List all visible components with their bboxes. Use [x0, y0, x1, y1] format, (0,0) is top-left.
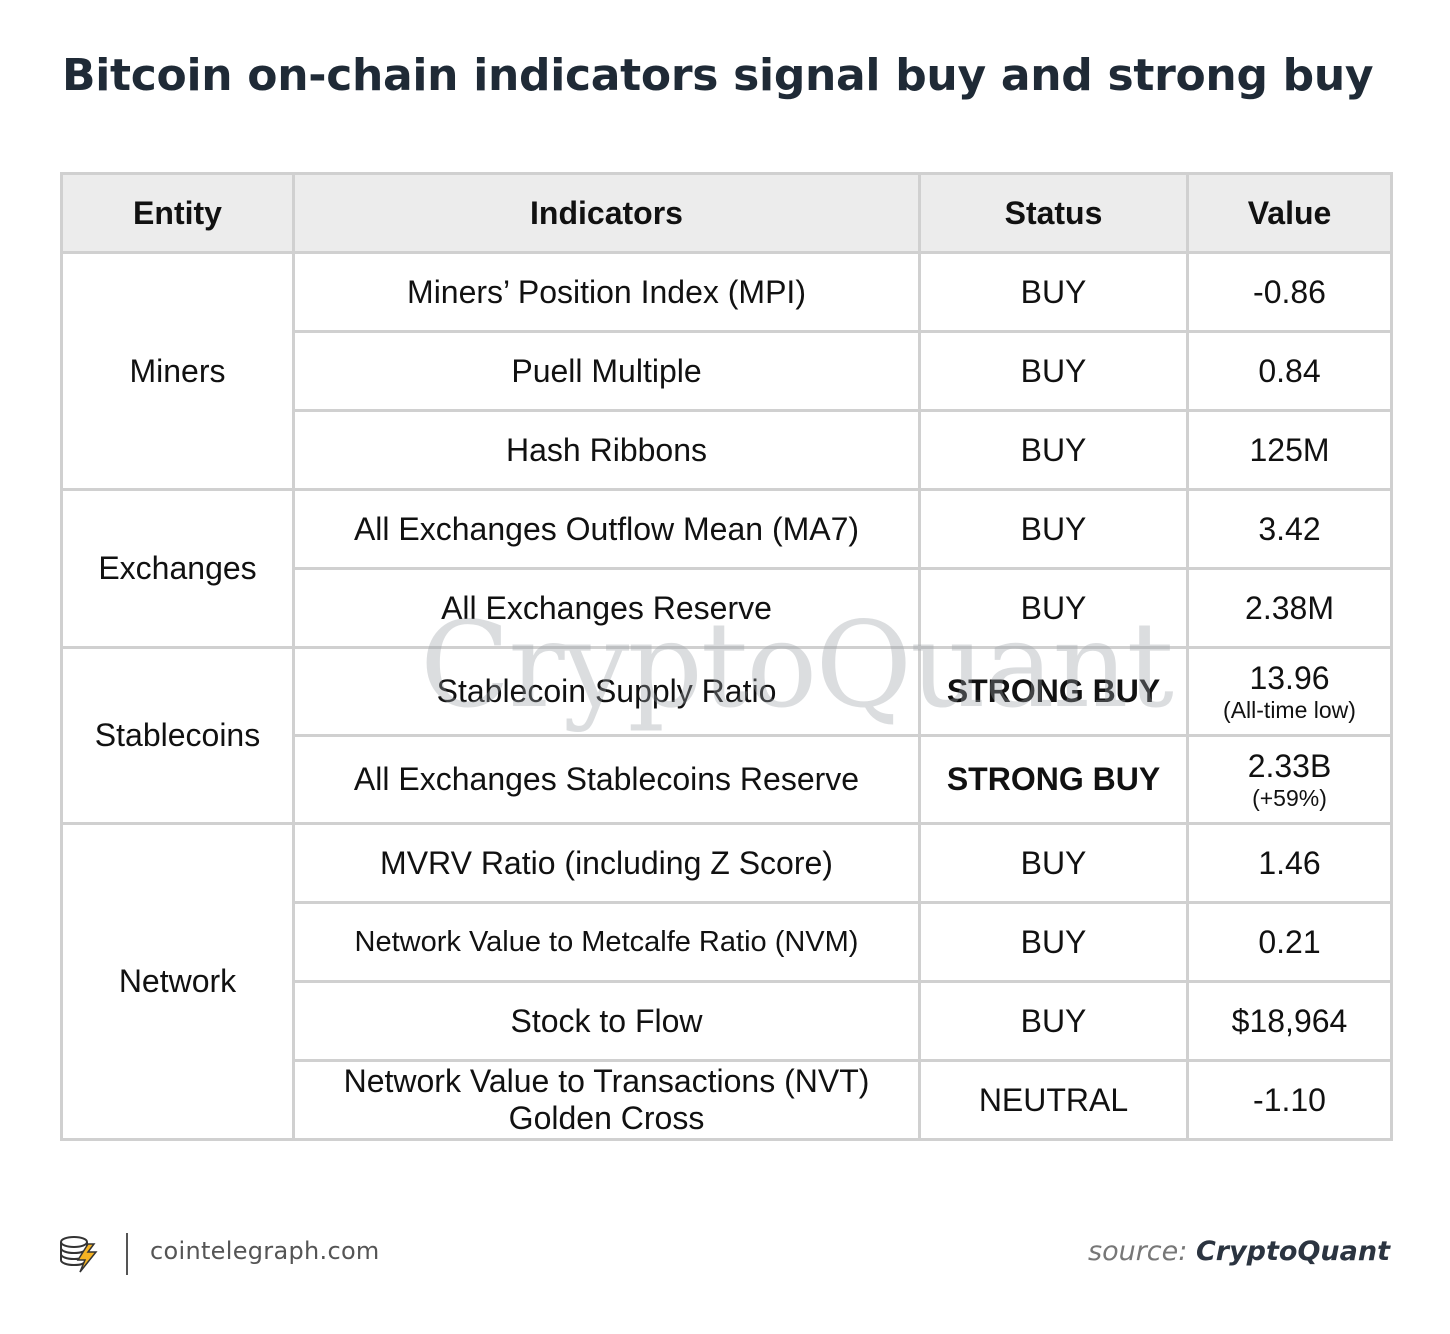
entity-network: Network [60, 822, 295, 1141]
value-cell: 125M [1186, 409, 1393, 491]
status-cell: BUY [918, 330, 1189, 412]
table-row: Network Value to Transactions (NVT) Gold… [62, 1059, 1393, 1141]
value-cell: 0.84 [1186, 330, 1393, 412]
footer-divider [126, 1233, 128, 1275]
value-cell: -1.10 [1186, 1059, 1393, 1141]
status-cell: NEUTRAL [918, 1059, 1189, 1141]
table-row: Puell Multiple BUY 0.84 [62, 330, 1393, 412]
table-row: All Exchanges Reserve BUY 2.38M [62, 567, 1393, 649]
indicator-cell: Hash Ribbons [292, 409, 921, 491]
value-note: (+59%) [1252, 784, 1327, 811]
table-row: Exchanges All Exchanges Outflow Mean (MA… [60, 488, 1393, 649]
source-credit: source: CryptoQuant [1088, 1236, 1390, 1267]
status-cell: BUY [918, 567, 1189, 649]
table-row: Miners Miners’ Position Index (MPI) BUY … [60, 251, 1393, 491]
status-cell: BUY [918, 409, 1189, 491]
table-row: Network MVRV Ratio (including Z Score) B… [60, 822, 1393, 1141]
table-row: Stock to Flow BUY $18,964 [62, 980, 1393, 1062]
indicator-cell: MVRV Ratio (including Z Score) [292, 822, 921, 904]
indicators-table-wrapper: Entity Indicators Status Value Miners Mi… [60, 172, 1393, 1174]
status-cell: BUY [918, 488, 1189, 570]
indicators-table: Entity Indicators Status Value Miners Mi… [60, 172, 1393, 1141]
status-cell: BUY [918, 822, 1189, 904]
value-cell: 3.42 [1186, 488, 1393, 570]
indicator-cell: All Exchanges Stablecoins Reserve [292, 734, 921, 825]
header-indicators: Indicators [292, 172, 921, 254]
table-header-row: Entity Indicators Status Value [60, 172, 1393, 254]
value-cell: $18,964 [1186, 980, 1393, 1062]
cointelegraph-logo-icon [58, 1232, 104, 1276]
indicator-cell: Network Value to Metcalfe Ratio (NVM) [292, 901, 921, 983]
indicator-cell: All Exchanges Outflow Mean (MA7) [292, 488, 921, 570]
indicator-cell: Puell Multiple [292, 330, 921, 412]
table-row: Network Value to Metcalfe Ratio (NVM) BU… [62, 901, 1393, 983]
table-row: All Exchanges Stablecoins Reserve STRONG… [62, 734, 1393, 825]
indicator-cell: All Exchanges Reserve [292, 567, 921, 649]
value-main: 13.96 [1249, 659, 1330, 696]
value-note: (All-time low) [1223, 696, 1356, 723]
header-entity: Entity [60, 172, 295, 254]
value-cell: 2.33B (+59%) [1186, 734, 1393, 825]
status-cell: STRONG BUY [918, 646, 1189, 737]
source-label: source: [1088, 1236, 1188, 1267]
value-main: 2.33B [1247, 747, 1332, 784]
indicator-cell: Stock to Flow [292, 980, 921, 1062]
value-cell: -0.86 [1186, 251, 1393, 333]
value-cell: 13.96 (All-time low) [1186, 646, 1393, 737]
indicator-cell: Network Value to Transactions (NVT) Gold… [292, 1059, 921, 1141]
indicator-cell: Stablecoin Supply Ratio [292, 646, 921, 737]
header-status: Status [918, 172, 1189, 254]
value-cell: 1.46 [1186, 822, 1393, 904]
source-name: CryptoQuant [1195, 1236, 1390, 1267]
value-cell: 0.21 [1186, 901, 1393, 983]
status-cell: BUY [918, 251, 1189, 333]
table-row: Hash Ribbons BUY 125M [62, 409, 1393, 491]
table-row: Stablecoins Stablecoin Supply Ratio STRO… [60, 646, 1393, 825]
page-title: Bitcoin on-chain indicators signal buy a… [62, 50, 1374, 101]
entity-miners: Miners [60, 251, 295, 491]
value-cell: 2.38M [1186, 567, 1393, 649]
entity-stablecoins: Stablecoins [60, 646, 295, 825]
status-cell: BUY [918, 901, 1189, 983]
entity-exchanges: Exchanges [60, 488, 295, 649]
header-value: Value [1186, 172, 1393, 254]
status-cell: STRONG BUY [918, 734, 1189, 825]
status-cell: BUY [918, 980, 1189, 1062]
coin-stack-icon [60, 1236, 98, 1273]
cointelegraph-site-link[interactable]: cointelegraph.com [150, 1237, 380, 1265]
indicator-cell: Miners’ Position Index (MPI) [292, 251, 921, 333]
